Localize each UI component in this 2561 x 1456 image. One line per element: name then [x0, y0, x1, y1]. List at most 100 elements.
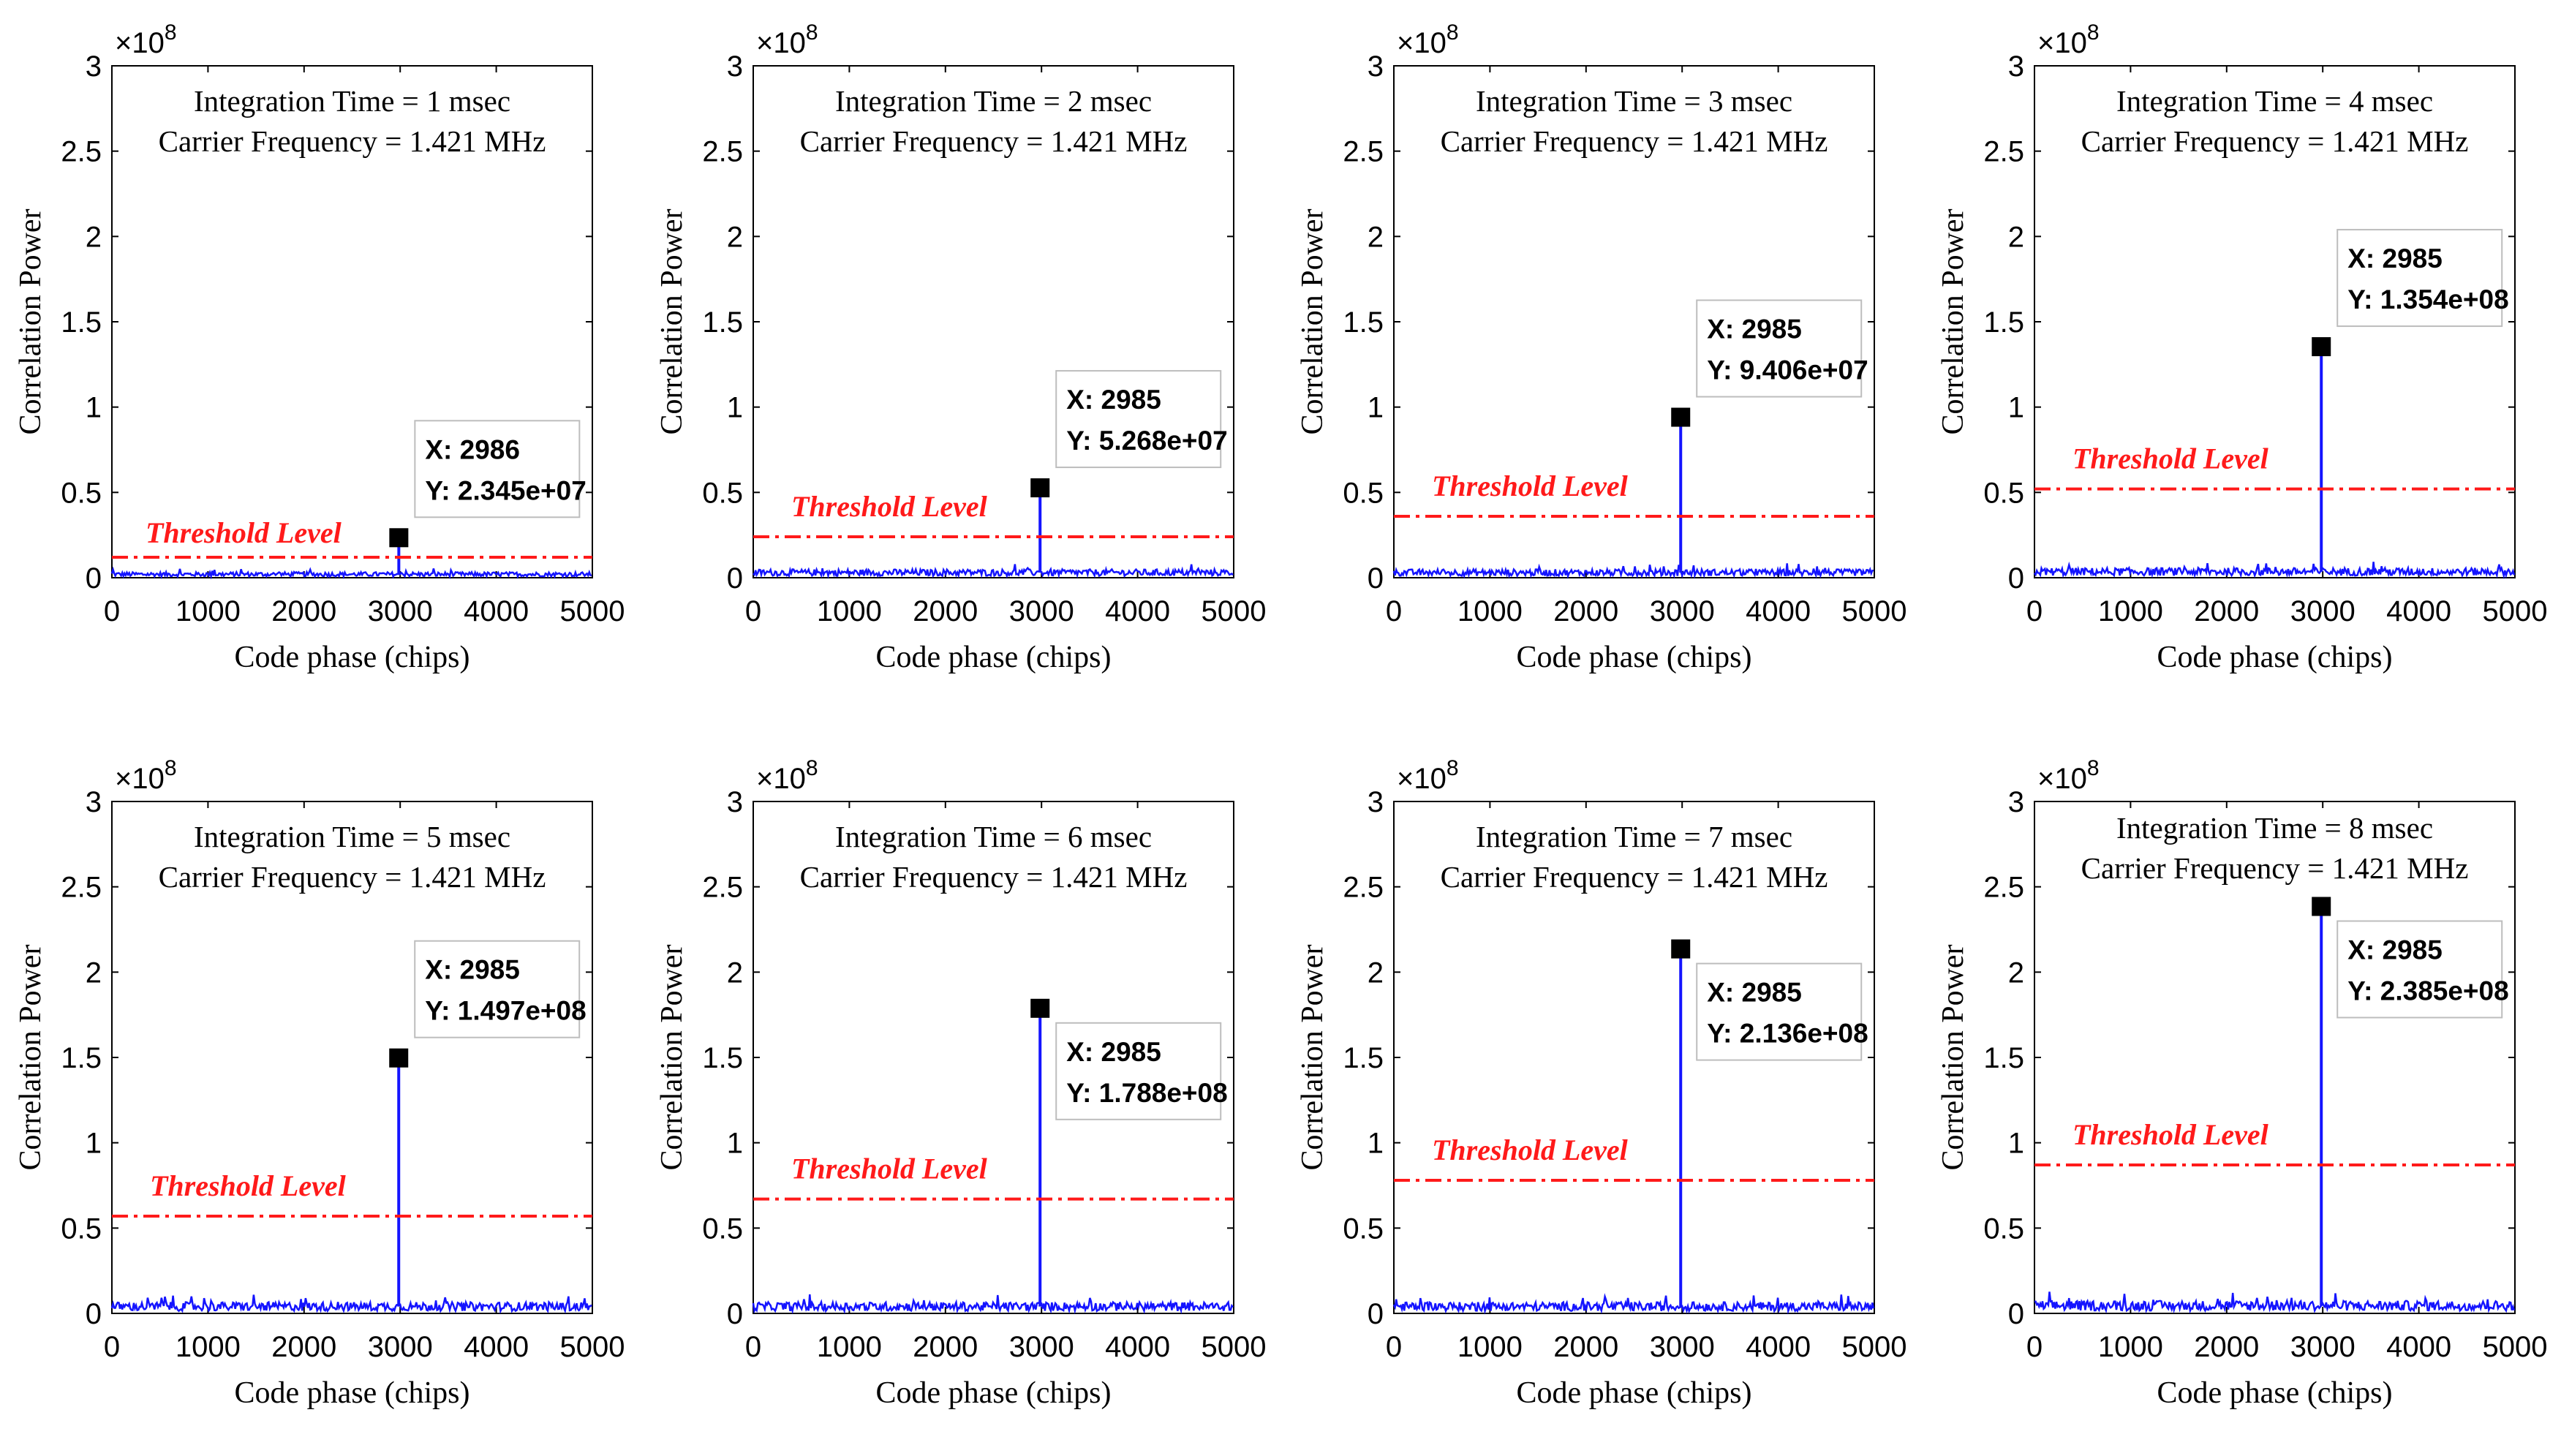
y-exponent-label: ×108 [115, 20, 177, 59]
y-tick-label: 2 [2008, 221, 2024, 253]
x-axis-label: Code phase (chips) [876, 641, 1112, 674]
y-exponent-base: ×10 [1397, 763, 1447, 795]
y-tick-label: 3 [86, 50, 102, 83]
subplot-7: 0 0.5 1 1.5 2 2.5 3 0 1000 2000 3000 4000 5000 ×108 Co… [1296, 756, 1906, 1410]
datatip: X: 2985 Y: 9.406e+07 [1696, 299, 1868, 398]
threshold-label: Threshold Level [1432, 1134, 1629, 1166]
y-tick-label: 2 [1368, 957, 1384, 989]
datatip-y: Y: 5.268e+07 [1066, 426, 1227, 456]
subplot-8: 0 0.5 1 1.5 2 2.5 3 0 1000 2000 3000 4000 5000 ×108 Co… [1936, 756, 2547, 1410]
datatip: X: 2985 Y: 2.136e+08 [1696, 962, 1868, 1061]
threshold-label: Threshold Level [146, 516, 342, 549]
x-tick-label: 4000 [2386, 595, 2451, 627]
y-axis-label: Correlation Power [1936, 208, 1970, 434]
y-axis-label: Correlation Power [1936, 944, 1970, 1170]
signal-trace [1392, 563, 1874, 579]
x-tick-label: 4000 [1746, 595, 1811, 627]
y-tick-label: 3 [86, 786, 102, 818]
y-tick-label: 0 [2008, 1298, 2024, 1330]
y-exponent-power: 8 [2087, 756, 2100, 780]
y-exponent-label: ×108 [756, 20, 818, 59]
datatip-x: X: 2985 [1066, 1037, 1161, 1067]
y-exponent-power: 8 [1447, 756, 1459, 780]
y-tick-label: 2.5 [61, 872, 102, 904]
x-axis-label: Code phase (chips) [876, 1376, 1112, 1410]
datatip-y: Y: 9.406e+07 [1707, 355, 1868, 385]
plot-subtitle: Carrier Frequency = 1.421 MHz [2081, 124, 2469, 158]
y-exponent-power: 8 [806, 20, 818, 45]
plot-title: Integration Time = 8 msec [2116, 811, 2433, 845]
threshold-label: Threshold Level [150, 1169, 347, 1202]
y-tick-label: 3 [1368, 786, 1384, 818]
y-tick-label: 1.5 [1983, 1042, 2024, 1074]
y-exponent-base: ×10 [756, 763, 806, 795]
x-tick-label: 5000 [2483, 595, 2548, 627]
datatip: X: 2985 Y: 5.268e+07 [1055, 370, 1228, 469]
y-axis-label: Correlation Power [1296, 208, 1329, 434]
y-exponent-base: ×10 [115, 763, 165, 795]
threshold-label: Threshold Level [2072, 1118, 2269, 1151]
datatip-x: X: 2985 [2347, 935, 2443, 965]
x-tick-label: 4000 [1105, 1331, 1170, 1363]
peak-marker [1671, 407, 1691, 427]
datatip-box [1055, 1022, 1222, 1120]
y-tick-label: 0 [86, 1298, 102, 1330]
datatip-x: X: 2985 [1707, 978, 1802, 1008]
datatip-x: X: 2986 [425, 434, 520, 464]
signal-trace [1392, 1293, 1875, 1315]
y-tick-label: 0.5 [1343, 477, 1384, 509]
x-tick-label: 5000 [560, 595, 625, 627]
datatip: X: 2985 Y: 2.385e+08 [2336, 920, 2509, 1019]
y-tick-label: 0 [1368, 562, 1384, 595]
x-tick-label: 3000 [2290, 1331, 2356, 1363]
peak-marker [1030, 998, 1050, 1018]
y-exponent-base: ×10 [1397, 27, 1447, 59]
x-tick-label: 2000 [913, 1331, 978, 1363]
x-tick-label: 3000 [368, 1331, 433, 1363]
datatip-y: Y: 2.345e+07 [425, 475, 586, 505]
datatip: X: 2985 Y: 1.354e+08 [2336, 229, 2509, 328]
threshold-label: Threshold Level [791, 490, 988, 523]
datatip-x: X: 2985 [425, 955, 520, 985]
x-tick-label: 5000 [1202, 595, 1267, 627]
plot-subtitle: Carrier Frequency = 1.421 MHz [2081, 851, 2469, 885]
datatip-y: Y: 2.385e+08 [2347, 976, 2508, 1006]
signal-trace [110, 566, 592, 580]
x-tick-label: 5000 [1842, 595, 1907, 627]
y-tick-label: 1 [727, 1128, 743, 1160]
x-tick-label: 3000 [368, 595, 433, 627]
y-exponent-label: ×108 [1397, 20, 1459, 59]
x-tick-label: 2000 [271, 1331, 336, 1363]
plot-title: Integration Time = 5 msec [194, 820, 510, 853]
y-tick-label: 0 [2008, 562, 2024, 595]
datatip: X: 2985 Y: 1.497e+08 [414, 940, 586, 1038]
subplot-4: 0 0.5 1 1.5 2 2.5 3 0 1000 2000 3000 4000 5000 ×108 Co… [1936, 20, 2547, 674]
plot-title: Integration Time = 2 msec [835, 84, 1152, 118]
datatip: X: 2986 Y: 2.345e+07 [414, 420, 586, 518]
x-tick-label: 1000 [1457, 1331, 1523, 1363]
plot-title: Integration Time = 7 msec [1476, 820, 1792, 853]
y-exponent-power: 8 [806, 756, 818, 780]
datatip: X: 2985 Y: 1.788e+08 [1055, 1022, 1228, 1120]
x-axis-label: Code phase (chips) [235, 641, 470, 674]
x-axis-label: Code phase (chips) [1517, 1376, 1752, 1410]
x-tick-label: 2000 [271, 595, 336, 627]
x-tick-label: 1000 [2098, 595, 2163, 627]
datatip-y: Y: 1.788e+08 [1066, 1078, 1227, 1108]
x-tick-label: 4000 [1746, 1331, 1811, 1363]
x-tick-label: 5000 [2483, 1331, 2548, 1363]
y-tick-label: 2 [1368, 221, 1384, 253]
x-axis-label: Code phase (chips) [235, 1376, 470, 1410]
datatip-y: Y: 2.136e+08 [1707, 1019, 1868, 1049]
y-axis-label: Correlation Power [14, 208, 48, 434]
x-tick-label: 5000 [560, 1331, 625, 1363]
x-tick-label: 1000 [2098, 1331, 2163, 1363]
y-axis-label: Correlation Power [1296, 944, 1329, 1170]
plot-title: Integration Time = 4 msec [2116, 84, 2433, 118]
plot-subtitle: Carrier Frequency = 1.421 MHz [159, 124, 546, 158]
signal-trace [753, 564, 1234, 579]
signal-trace [2034, 561, 2516, 580]
x-tick-label: 0 [2026, 1331, 2043, 1363]
signal-trace [752, 1294, 1234, 1315]
